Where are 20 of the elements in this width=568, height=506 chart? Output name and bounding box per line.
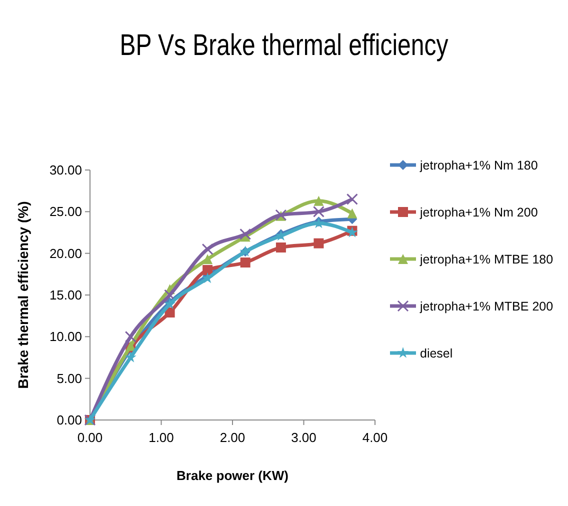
y-tick-label: 0.00 [56, 412, 82, 428]
legend-label: jetropha+1% Nm 200 [419, 205, 538, 220]
y-tick-label: 25.00 [49, 204, 82, 220]
y-tick-label: 10.00 [49, 329, 82, 344]
chart-title: BP Vs Brake thermal efficiency [120, 27, 449, 62]
y-axis-title: Brake thermal efficiency (%) [15, 201, 31, 389]
x-tick-label: 3.00 [291, 430, 316, 445]
x-axis-title: Brake power (KW) [176, 468, 288, 483]
x-tick-label: 1.00 [148, 430, 174, 445]
legend-label: jetropha+1% MTBE 200 [419, 299, 554, 314]
legend-label: jetropha+1% Nm 180 [419, 158, 538, 172]
x-tick-label: 2.00 [220, 430, 246, 445]
y-tick-label: 15.00 [49, 288, 82, 303]
y-tick-label: 20.00 [49, 246, 82, 261]
x-tick-label: 0.00 [77, 430, 103, 445]
legend-label: diesel [420, 346, 453, 360]
legend-label: jetropha+1% MTBE 180 [419, 252, 554, 266]
x-tick-label: 4.00 [362, 430, 388, 445]
y-tick-label: 30.00 [49, 162, 82, 178]
y-tick-label: 5.00 [56, 370, 82, 386]
